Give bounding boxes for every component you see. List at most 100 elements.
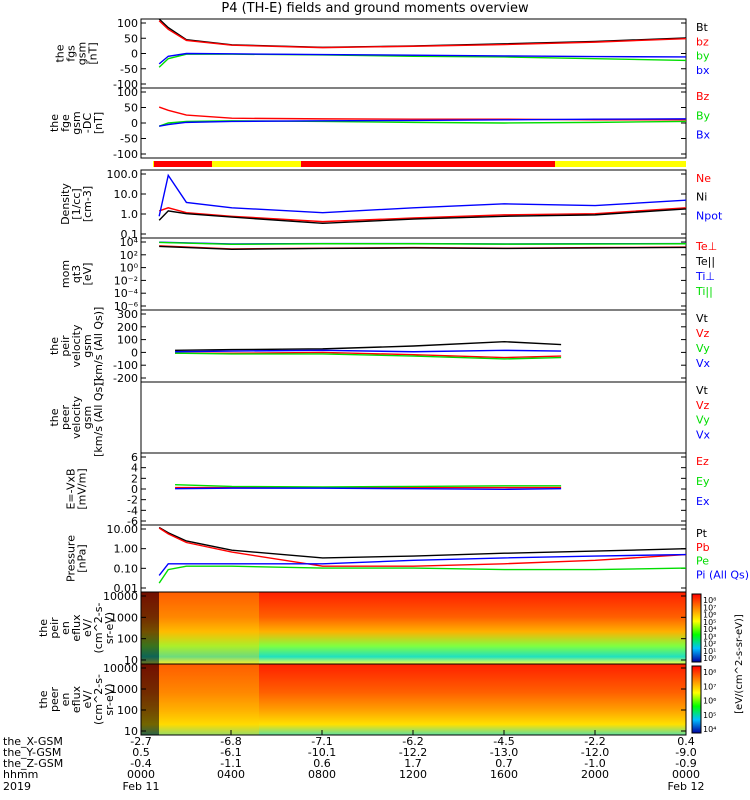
y-axis-label: gsm — [76, 42, 89, 65]
y-axis-label: the — [48, 408, 61, 426]
y-tick-label: 10⁻⁶ — [114, 300, 139, 313]
x-row-value: -2.7 — [130, 735, 151, 748]
x-row-label: the_Z-GSM — [3, 757, 63, 770]
y-axis-label: gsm — [81, 334, 94, 357]
colorbar — [691, 665, 702, 734]
y-axis-label: the — [48, 114, 61, 132]
y-tick-label: 1.00 — [114, 543, 139, 556]
y-tick-label: -50 — [120, 63, 138, 76]
series-Bz — [158, 106, 686, 121]
x-row-value: 0.6 — [313, 757, 331, 770]
y-axis-label: [eV] — [81, 263, 94, 286]
x-row-label: the_Y-GSM — [3, 746, 61, 759]
y-tick-label: 100 — [117, 86, 138, 99]
x-row-value: -0.9 — [675, 757, 696, 770]
y-axis-label: mom — [59, 260, 72, 288]
y-tick-label: 50 — [124, 102, 138, 115]
legend-entry: Pi (All Qs) — [696, 568, 749, 581]
y-axis-label: [nPa] — [76, 544, 89, 572]
series-bx — [158, 52, 687, 65]
y-axis-label: en — [59, 621, 72, 635]
y-tick-label: 10⁻⁴ — [114, 287, 139, 300]
x-row-value: 0000 — [127, 768, 155, 781]
colorbar-tick: 10⁸ — [703, 668, 716, 677]
series-Vt — [175, 340, 562, 352]
x-row-value: -12.0 — [581, 746, 609, 759]
y-axis-label: velocity — [70, 324, 83, 367]
y-tick-label: 10⁻² — [114, 274, 138, 287]
colorbar-tick: 10⁶ — [703, 697, 716, 706]
legend-entry: Vy — [696, 342, 710, 355]
x-row-value: 1600 — [490, 768, 518, 781]
y-axis-label: Density — [59, 183, 72, 225]
y-tick-label: 10.00 — [107, 523, 139, 536]
heatmap-gap — [141, 592, 159, 664]
series-Te|| — [159, 245, 687, 251]
y-axis-label: [cm-3] — [81, 186, 94, 222]
colorbar-tick: 10⁷ — [703, 603, 716, 612]
y-tick-label: -100 — [113, 359, 138, 372]
x-row-value: 0800 — [308, 768, 336, 781]
y-axis-label: E=-VxB — [65, 468, 78, 509]
y-axis-label: peir — [48, 617, 61, 639]
legend-entry: Ez — [696, 455, 709, 468]
legend-entry: Pe — [696, 555, 709, 568]
y-tick-label: 100 — [117, 704, 138, 717]
panel-peer_en_eflux: 10000 1000 100 10 thepeerenefluxeV/(cm^2-s-s… — [37, 662, 716, 738]
x-row-label: 2019 — [3, 780, 31, 793]
x-row-value: Feb 11 — [123, 780, 160, 793]
x-row-label: the_X-GSM — [3, 735, 63, 748]
legend-entry: Bz — [696, 90, 710, 103]
y-tick-label: 10000 — [103, 590, 138, 603]
y-tick-label: 4 — [131, 462, 138, 475]
x-row-value: -6.1 — [220, 746, 241, 759]
legend-entry: bz — [696, 35, 709, 48]
y-tick-label: 10 — [124, 654, 138, 667]
y-tick-label: 10 — [124, 725, 138, 738]
y-tick-label: 10⁰ — [120, 262, 139, 275]
legend-entry: Bx — [696, 129, 711, 142]
y-axis-label: [nT] — [87, 42, 100, 64]
heatmap-band — [159, 592, 259, 664]
heatmap-band — [159, 664, 259, 735]
y-tick-label: -6 — [127, 515, 138, 528]
legend-entry: Ey — [696, 475, 710, 488]
y-axis-label: (cm^2-s- — [92, 674, 105, 725]
colorbar-tick: 10⁰ — [703, 654, 716, 663]
panel-peir_en_eflux: 10000 1000 100 10 thepeirenefluxeV/(cm^2-s-s… — [37, 590, 716, 667]
y-axis-label: -DC — [81, 113, 94, 133]
series-Ti|| — [159, 241, 687, 245]
series-Ne — [158, 207, 687, 223]
panel-frame — [140, 169, 687, 239]
y-axis-label: eV/ — [81, 690, 94, 708]
y-tick-label: -50 — [120, 133, 138, 146]
colorbar-tick: 10² — [703, 640, 716, 649]
y-axis-label: the — [54, 44, 67, 62]
heatmap-field — [141, 664, 686, 735]
heatmap-gap — [141, 664, 159, 735]
y-axis-label: sr-eV) — [103, 612, 116, 644]
panel-frame — [140, 381, 687, 454]
panel-density: 100.0 10.0 1.0 0.1 Density[1/cc][cm-3] Ne Ni Np… — [59, 168, 723, 241]
chart-title: P4 (TH-E) fields and ground moments over… — [221, 1, 529, 16]
y-axis-label: [nT] — [92, 112, 105, 134]
x-row-value: 0400 — [217, 768, 245, 781]
legend-entry: Bt — [696, 21, 709, 34]
legend-entry: Ti⊥ — [695, 270, 715, 283]
series-Ex — [175, 487, 562, 490]
y-tick-label: 10000 — [103, 662, 138, 675]
y-tick-label: 0 — [131, 48, 138, 61]
legend-entry: Pb — [696, 541, 710, 554]
series-Pb — [158, 527, 687, 567]
y-axis-label: en — [59, 693, 72, 707]
y-axis-label: the — [37, 619, 50, 637]
series-bz — [158, 20, 687, 49]
y-tick-label: 0 — [131, 117, 138, 130]
x-row-value: 1.7 — [404, 757, 422, 770]
series-Ni — [158, 208, 687, 225]
